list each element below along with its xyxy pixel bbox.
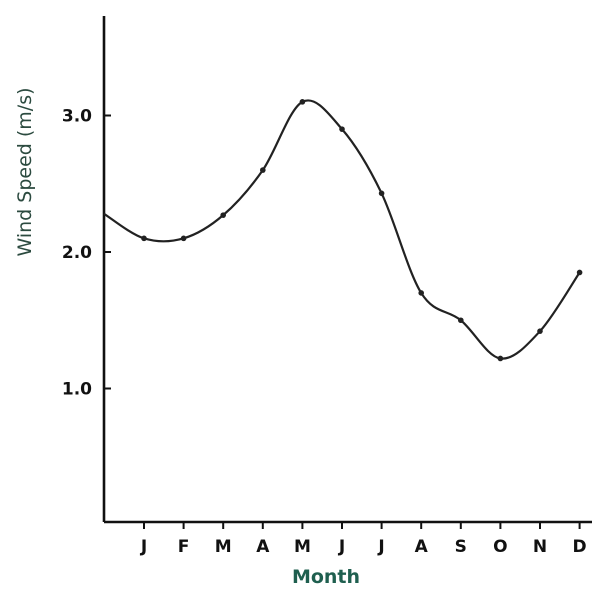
data-point [299,99,306,105]
x-tick-label: A [415,537,429,557]
x-tick-label: D [573,537,587,557]
y-axis-title: Wind Speed (m/s) [14,87,36,256]
y-ticks: 1.0 2.0 3.0 [62,107,111,400]
x-tick-label: F [178,537,190,557]
x-tick-label: M [215,537,232,557]
data-point [418,290,425,296]
data-point [378,190,385,197]
data-point [260,167,266,173]
x-tick-label: S [455,537,467,557]
x-tick-label: A [256,537,270,557]
axes [102,16,592,524]
x-tick-label: J [338,537,345,557]
x-axis-title: Month [292,566,360,588]
x-tick-label: M [294,537,311,557]
x-tick-label: J [377,537,384,557]
data-point [458,317,464,324]
x-tick-label: J [140,537,147,557]
y-tick-label: 3.0 [62,107,92,127]
y-tick-label: 1.0 [62,380,92,400]
data-point [497,355,504,362]
x-tick-label: N [533,537,547,557]
data-point [141,235,147,242]
data-point [220,212,226,218]
data-point [339,126,345,132]
data-point [180,235,187,242]
data-points [141,99,583,362]
data-point [537,328,543,334]
data-point [576,269,583,276]
x-tick-label: O [493,537,507,557]
y-tick-label: 2.0 [62,243,92,263]
series-line [103,99,581,360]
